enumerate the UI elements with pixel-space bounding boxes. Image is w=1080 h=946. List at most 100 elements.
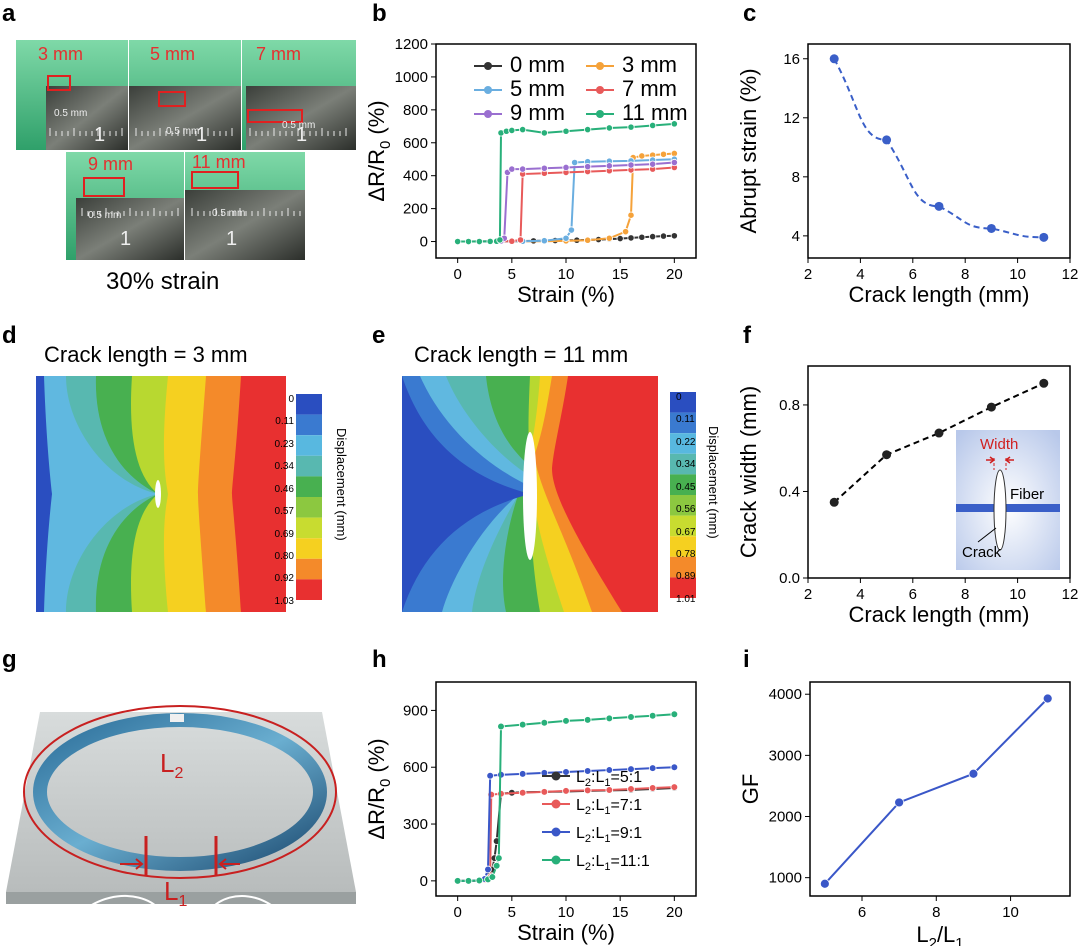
y-tick-label: 0: [420, 234, 428, 251]
data-point: [649, 712, 656, 719]
x-tick-label: 5: [508, 266, 516, 283]
legend-label: 5 mm: [510, 76, 565, 101]
data-point: [563, 164, 569, 170]
photo-label-3mm: 3 mm: [38, 44, 83, 65]
x-tick-label: 10: [1002, 904, 1019, 921]
inset-fiber-label: Fiber: [1010, 486, 1044, 503]
y-tick-label: 2000: [769, 809, 802, 826]
data-point: [541, 238, 547, 244]
data-point: [485, 866, 492, 873]
x-tick-label: 10: [558, 266, 575, 283]
y-tick-label: 16: [783, 51, 800, 68]
x-tick-label: 10: [1009, 266, 1026, 283]
data-point: [649, 233, 655, 239]
x-tick-label: 0: [453, 904, 461, 921]
y-title-part: (%): [366, 738, 389, 778]
legend-marker: [484, 62, 492, 70]
data-point: [509, 238, 515, 244]
data-point: [541, 719, 548, 726]
x-tick-label: 6: [909, 586, 917, 603]
x-tick-label: 4: [856, 266, 864, 283]
colorbar-tick: 0.78: [676, 549, 695, 560]
legend-part: :L: [591, 769, 604, 786]
chart-i: 6 8 101000200030004000L2/L1GF: [740, 668, 1080, 946]
data-point: [606, 163, 612, 169]
data-point: [563, 787, 570, 794]
colorbar-d: [296, 394, 322, 600]
colorbar-tick: 0.11: [676, 414, 695, 425]
x-tick-label: 20: [666, 904, 683, 921]
y-title-part: ΔR/R: [366, 149, 389, 202]
legend-part: =11:1: [611, 853, 650, 870]
legend-marker: [552, 856, 561, 865]
panel-d-title: Crack length = 3 mm: [44, 342, 248, 368]
data-point: [465, 877, 472, 884]
colorbar-tick: 1.01: [676, 594, 695, 605]
data-point: [519, 770, 526, 777]
data-point: [584, 237, 590, 243]
data-point: [882, 135, 891, 144]
data-point: [541, 788, 548, 795]
x-axis-title: Strain (%): [517, 282, 615, 307]
legend-marker: [484, 110, 492, 118]
data-point: [830, 54, 839, 63]
colorbar-tick: 0: [676, 392, 682, 403]
legend-marker: [552, 828, 561, 837]
colorbar-tick: 0.69: [275, 529, 294, 540]
y-tick-label: 0.4: [779, 483, 800, 500]
panel-letter-f: f: [743, 322, 751, 350]
data-point: [895, 798, 904, 807]
data-point: [541, 165, 547, 171]
photo-label-9mm: 9 mm: [88, 154, 133, 175]
photo-label-11mm: 11 mm: [192, 152, 246, 173]
data-point: [476, 238, 482, 244]
legend-part: :L: [591, 825, 604, 842]
ruler-num-1: 1: [196, 124, 207, 147]
legend-part: =5:1: [611, 769, 643, 786]
data-point: [628, 714, 635, 721]
colorbar-d-label: Displacement (mm): [334, 428, 349, 541]
data-point: [628, 786, 635, 793]
colorbar-tick: 0.22: [676, 437, 695, 448]
data-point: [617, 235, 623, 241]
data-point: [1043, 694, 1052, 703]
series-line: [458, 124, 675, 242]
y-tick-label: 8: [792, 169, 800, 186]
colorbar-e-labels: 0 0.11 0.22 0.34 0.45 0.56 0.67 0.78 0.89 1.01: [676, 386, 708, 604]
colorbar-tick: 0.45: [676, 482, 695, 493]
data-point: [671, 784, 678, 791]
panel-letter-c: c: [743, 0, 756, 28]
label-l1: L1: [164, 876, 187, 911]
y-axis-title: Abrupt strain (%): [740, 68, 761, 233]
x-tick-label: 12: [1062, 266, 1079, 283]
data-point: [489, 874, 496, 881]
y-tick-label: 12: [783, 110, 800, 127]
data-point: [649, 765, 656, 772]
data-point: [495, 855, 502, 862]
ruler-num-2: 1: [296, 124, 307, 147]
panel-letter-a: a: [2, 0, 15, 28]
y-axis-title: GF: [740, 774, 763, 805]
legend-part: =9:1: [611, 825, 643, 842]
contour-3mm: [36, 376, 286, 612]
inset-crack-label: Crack: [962, 544, 1001, 561]
legend-marker: [484, 86, 492, 94]
data-point: [563, 769, 570, 776]
data-point: [882, 450, 891, 459]
data-point: [671, 764, 678, 771]
data-point: [568, 227, 574, 233]
data-point: [509, 166, 515, 172]
legend-label: 11 mm: [622, 100, 688, 125]
data-point: [639, 234, 645, 240]
colorbar-tick: 0.56: [676, 504, 695, 515]
data-point: [541, 130, 547, 136]
data-point: [1039, 233, 1048, 242]
y-tick-label: 300: [403, 816, 428, 833]
data-point: [606, 235, 612, 241]
colorbar-d-labels: 0 0.11 0.23 0.34 0.46 0.57 0.69 0.80 0.92 1.03: [262, 388, 294, 606]
data-point: [606, 125, 612, 131]
data-point: [987, 403, 996, 412]
x-tick-label: 20: [666, 266, 683, 283]
data-point: [830, 498, 839, 507]
legend-part: L: [576, 853, 585, 870]
